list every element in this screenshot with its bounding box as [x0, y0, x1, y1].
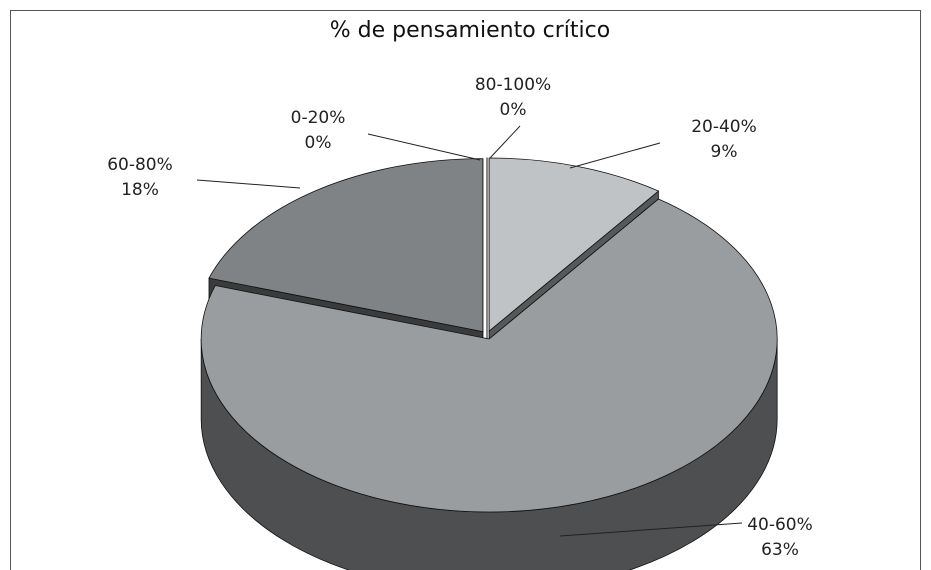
slice-label: 60-80%: [107, 155, 173, 175]
pie-slice: [208, 158, 484, 333]
slice-value-label: 0%: [500, 100, 527, 120]
slice-label: 40-60%: [747, 515, 813, 535]
pie-slice: [200, 198, 778, 513]
slice-value-label: 18%: [121, 180, 159, 200]
leader-line: [569, 142, 661, 169]
chart-frame: [10, 10, 921, 570]
leader-line: [196, 179, 301, 189]
slice-label: 20-40%: [691, 117, 757, 137]
pie-slice: [488, 157, 660, 332]
slice-value-label: 63%: [761, 540, 799, 560]
leader-line: [559, 522, 743, 537]
leader-line: [489, 125, 521, 159]
slice-value-label: 0%: [305, 133, 332, 153]
slice-label: 0-20%: [291, 108, 346, 128]
chart-title: % de pensamiento crítico: [330, 18, 610, 43]
slice-label: 80-100%: [475, 75, 551, 95]
leader-line: [367, 133, 481, 161]
slice-value-label: 9%: [711, 142, 738, 162]
